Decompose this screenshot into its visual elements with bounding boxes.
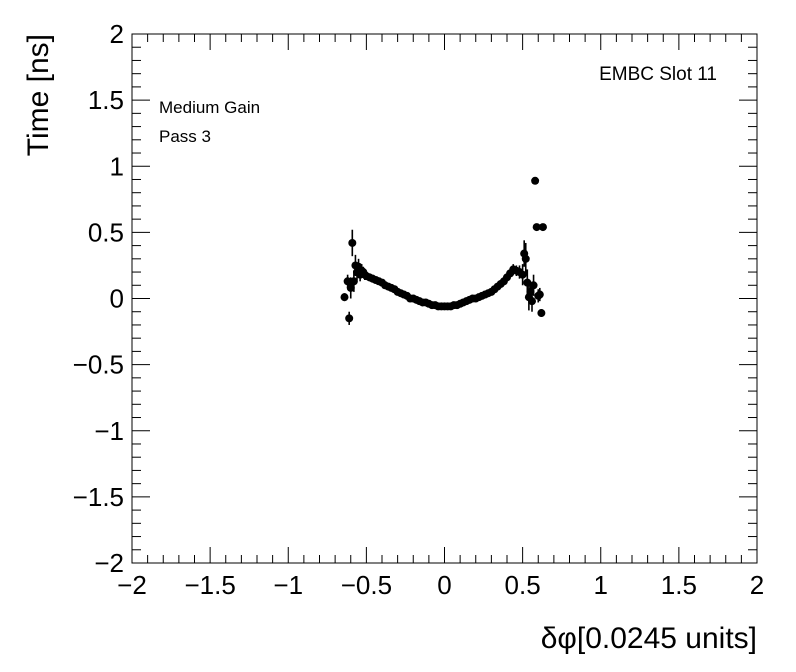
y-tick-label: −2 <box>94 548 124 578</box>
x-tick-label: 1 <box>594 570 608 600</box>
x-tick-label: −2 <box>117 570 147 600</box>
y-tick-label: 1 <box>110 151 124 181</box>
x-tick-label: −1.5 <box>184 570 235 600</box>
data-point <box>532 223 541 232</box>
y-tick-label: 0 <box>110 284 124 314</box>
x-tick-label: −0.5 <box>341 570 392 600</box>
data-point <box>518 270 527 279</box>
annotation-slot: EMBC Slot 11 <box>599 64 717 85</box>
data-point <box>343 277 352 286</box>
annotation-gain: Medium Gain <box>159 98 260 117</box>
data-point <box>346 283 355 292</box>
y-tick-label: −1 <box>94 416 124 446</box>
data-point <box>535 290 544 299</box>
data-point <box>345 314 354 323</box>
data-point <box>349 277 358 286</box>
y-axis-label: Time [ns] <box>22 34 55 156</box>
data-point <box>531 176 540 185</box>
data-point <box>340 293 349 302</box>
data-point <box>348 238 357 247</box>
data-point <box>528 297 536 306</box>
y-tick-label: −0.5 <box>73 350 124 380</box>
annotation-pass: Pass 3 <box>159 127 211 146</box>
data-point <box>538 223 547 232</box>
data-point <box>521 254 530 263</box>
x-tick-label: 0.5 <box>505 570 541 600</box>
data-point <box>529 281 538 290</box>
x-tick-label: 0 <box>437 570 451 600</box>
y-tick-label: 2 <box>110 19 124 49</box>
data-point <box>537 309 546 318</box>
y-tick-label: −1.5 <box>73 482 124 512</box>
x-tick-label: −1 <box>273 570 303 600</box>
y-tick-label: 1.5 <box>88 85 124 115</box>
x-tick-label: 1.5 <box>661 570 697 600</box>
x-axis-label: δφ[0.0245 units] <box>541 622 757 655</box>
y-tick-label: 0.5 <box>88 217 124 247</box>
x-tick-label: 2 <box>750 570 764 600</box>
